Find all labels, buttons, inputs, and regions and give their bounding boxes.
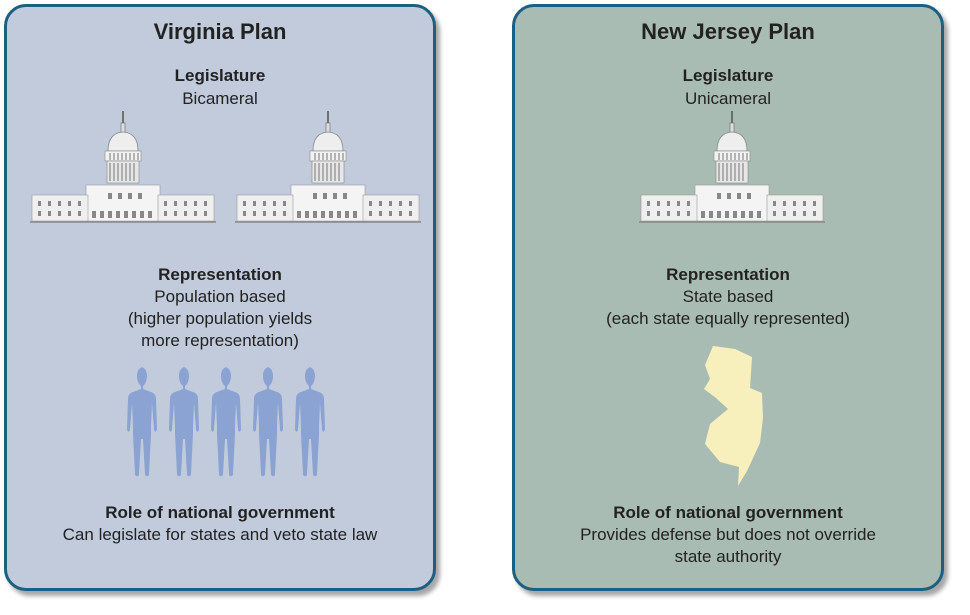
- role-line: Provides defense but does not override: [580, 525, 876, 544]
- legislature-value: Bicameral: [182, 89, 258, 108]
- role-line: Can legislate for states and veto state …: [62, 525, 378, 544]
- virginia-plan-panel: Virginia Plan Legislature Bicameral Repr…: [4, 4, 436, 591]
- capitol-icon: [235, 111, 421, 223]
- representation-heading: Representation: [158, 265, 282, 284]
- role-heading: Role of national government: [613, 503, 843, 522]
- new-jersey-map-icon: [704, 346, 763, 486]
- representation-line: more representation): [141, 331, 299, 350]
- role-line: state authority: [674, 547, 782, 566]
- person-icon: [164, 366, 200, 478]
- representation-line: Population based: [154, 287, 286, 306]
- legislature-value: Unicameral: [685, 89, 771, 108]
- legislature-heading: Legislature: [174, 66, 266, 85]
- person-icon: [206, 366, 242, 478]
- representation-line: State based: [682, 287, 774, 306]
- representation-heading: Representation: [666, 265, 790, 284]
- representation-line: (each state equally represented): [606, 309, 850, 328]
- representation-line: (higher population yields: [127, 309, 313, 328]
- person-icon: [248, 366, 284, 478]
- legislature-heading: Legislature: [682, 66, 774, 85]
- new-jersey-plan-panel: New Jersey Plan Legislature Unicameral R…: [512, 4, 944, 591]
- capitol-icon: [30, 111, 216, 223]
- panel-title: Virginia Plan: [153, 19, 287, 44]
- role-heading: Role of national government: [105, 503, 335, 522]
- capitol-icon: [639, 111, 825, 223]
- panel-title: New Jersey Plan: [641, 19, 815, 44]
- person-icon: [290, 366, 326, 478]
- person-icon: [122, 366, 158, 478]
